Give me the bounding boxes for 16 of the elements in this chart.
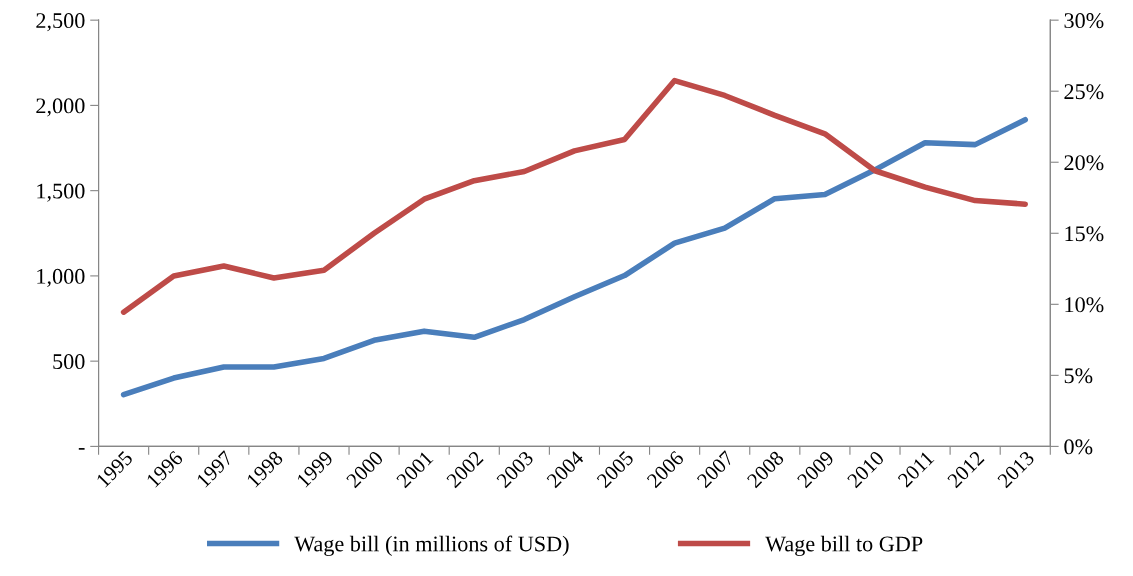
y-tick-label: 2,000: [36, 98, 85, 117]
y-tick-label: 500: [53, 354, 85, 370]
y2-tick-label: 10%: [1065, 297, 1104, 313]
y-tick-label: 1,500: [37, 183, 85, 202]
y2-tick-label: 30%: [1064, 13, 1104, 29]
y2-tick-label: 15%: [1065, 226, 1104, 242]
legend-label: Wage bill (in millions of USD): [294, 535, 569, 556]
legend-label: Wage bill to GDP: [765, 535, 923, 556]
y2-tick-label: 0%: [1064, 439, 1093, 455]
y-tick-label: 1,000: [37, 268, 85, 288]
x-tick-label: 1999: [296, 450, 334, 488]
y2-tick-label: 25%: [1064, 84, 1104, 100]
y-tick-label: -: [78, 448, 85, 450]
y2-tick-label: 20%: [1064, 155, 1104, 171]
y-tick-label: 2,500: [36, 13, 85, 32]
y2-tick-label: 5%: [1064, 368, 1093, 384]
